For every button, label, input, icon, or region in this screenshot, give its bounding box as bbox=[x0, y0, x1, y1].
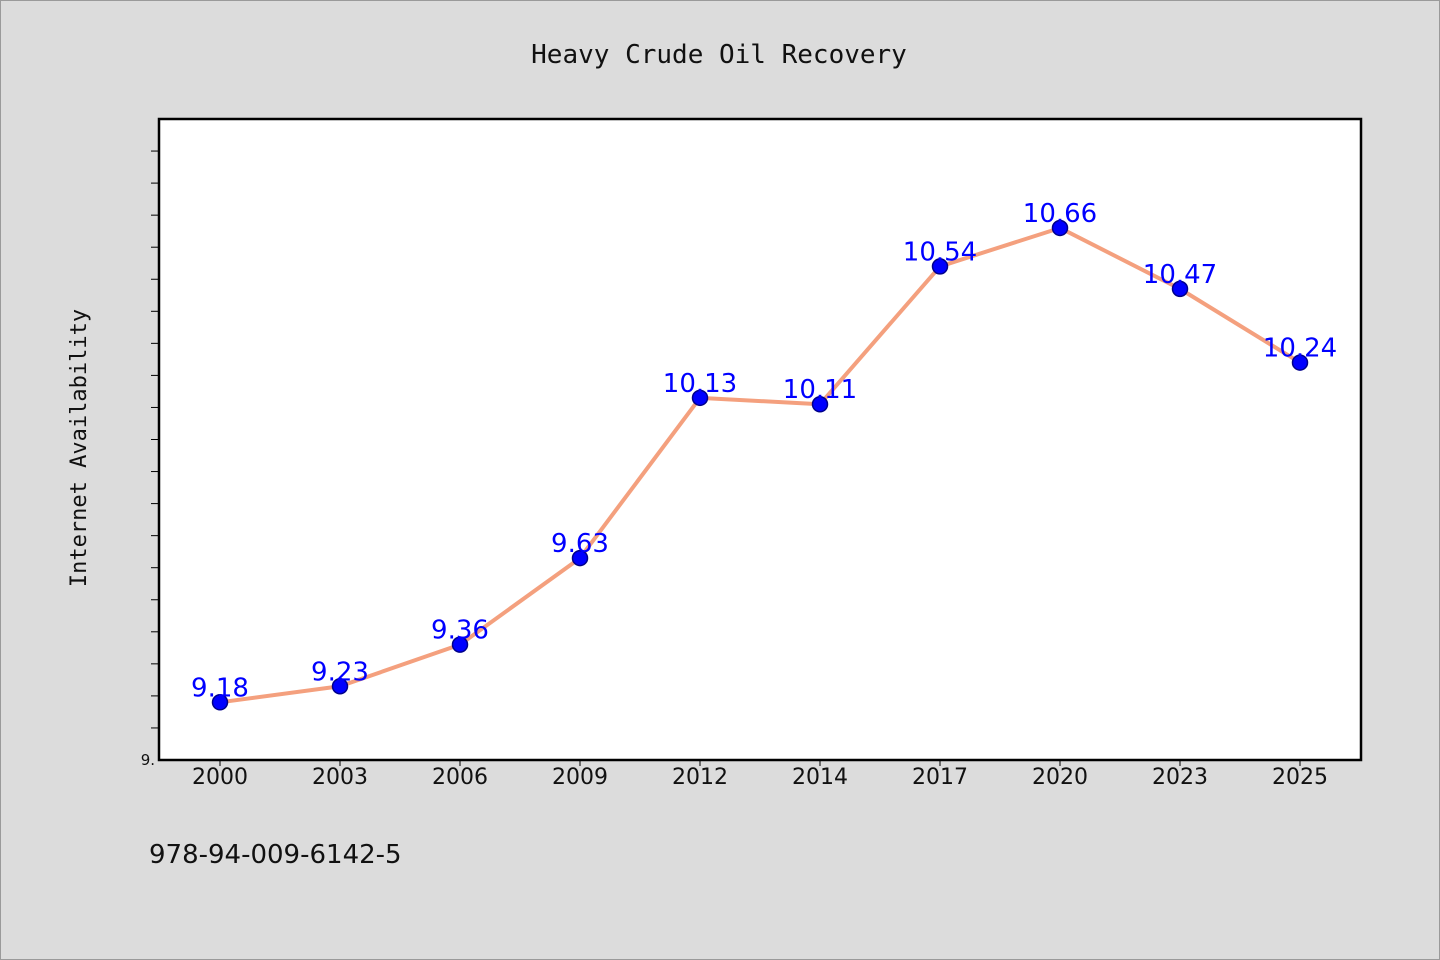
x-tick-label: 2006 bbox=[432, 765, 488, 790]
series-line bbox=[218, 225, 1302, 705]
x-tick-label: 2009 bbox=[552, 765, 608, 790]
data-label: 9.63 bbox=[551, 529, 609, 559]
data-point bbox=[331, 678, 349, 695]
plot-area bbox=[157, 117, 1363, 762]
x-tick-label: 2020 bbox=[1032, 765, 1088, 790]
y-tick-label: 9. bbox=[141, 751, 155, 769]
data-point bbox=[451, 636, 469, 653]
data-label: 10.47 bbox=[1143, 260, 1217, 290]
data-point bbox=[811, 395, 829, 413]
series-group bbox=[211, 219, 1309, 711]
x-tick-label: 2014 bbox=[792, 765, 848, 790]
data-label: 10.66 bbox=[1023, 199, 1097, 229]
data-label: 10.54 bbox=[903, 237, 977, 267]
data-point bbox=[1051, 219, 1069, 237]
data-point bbox=[691, 389, 709, 407]
data-point bbox=[1171, 280, 1189, 298]
x-tick-label: 2023 bbox=[1152, 765, 1208, 790]
x-axis-ticks: 2000 2003 2006 2009 2012 2014 2017 2020 2023 2025 bbox=[192, 760, 1328, 790]
data-label: 10.11 bbox=[783, 375, 857, 405]
chart-title: Heavy Crude Oil Recovery bbox=[531, 40, 907, 70]
data-point bbox=[1291, 354, 1309, 371]
data-label: 10.13 bbox=[663, 369, 737, 399]
x-tick-label: 2000 bbox=[192, 765, 248, 790]
x-tick-label: 2012 bbox=[672, 765, 728, 790]
data-label: 9.18 bbox=[191, 673, 249, 703]
footer-isbn: 978-94-009-6142-5 bbox=[149, 840, 402, 870]
data-labels-group: 9.18 9.23 9.36 9.63 10.13 10.11 10.54 10.66 10.4… bbox=[191, 199, 1337, 703]
data-label: 9.36 bbox=[431, 616, 489, 646]
data-point bbox=[571, 549, 589, 567]
data-label: 10.24 bbox=[1263, 334, 1337, 364]
x-tick-label: 2025 bbox=[1272, 765, 1328, 790]
y-axis-ticks: 9. bbox=[141, 150, 159, 769]
data-point bbox=[211, 694, 229, 711]
data-point bbox=[931, 258, 949, 275]
x-tick-label: 2017 bbox=[912, 765, 968, 790]
data-label: 9.23 bbox=[311, 657, 369, 687]
x-tick-label: 2003 bbox=[312, 765, 368, 790]
y-axis-label: Internet Availability bbox=[67, 309, 92, 587]
